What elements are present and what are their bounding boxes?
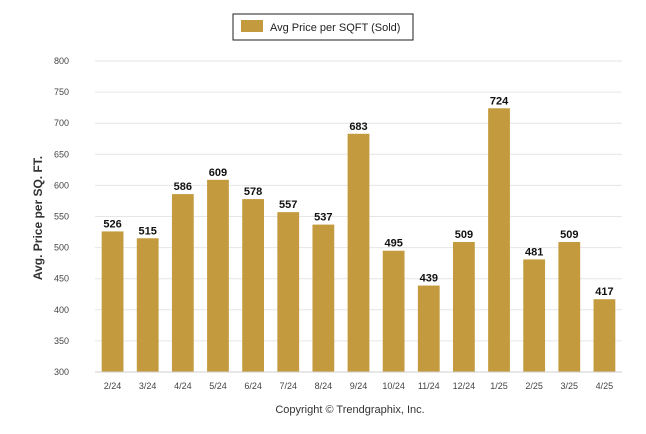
data-label: 724	[490, 95, 509, 107]
y-tick-label: 750	[54, 87, 69, 97]
x-tick-label: 4/25	[596, 381, 614, 391]
data-label: 509	[560, 229, 578, 241]
y-tick-label: 700	[54, 118, 69, 128]
x-tick-label: 10/24	[382, 381, 405, 391]
bar-2-25	[523, 259, 546, 372]
bar-9-24	[347, 133, 370, 372]
bar-7-24	[277, 212, 300, 372]
y-tick-label: 550	[54, 212, 69, 222]
bar-4-25	[593, 299, 616, 372]
data-label: 578	[244, 186, 262, 198]
x-tick-label: 2/24	[104, 381, 122, 391]
data-label: 683	[349, 121, 367, 133]
bar-8-24	[312, 224, 335, 372]
x-tick-label: 3/25	[561, 381, 579, 391]
bar-5-24	[207, 179, 229, 372]
legend-label: Avg Price per SQFT (Sold)	[270, 22, 400, 34]
copyright-footer: Copyright © Trendgraphix, Inc.	[275, 404, 424, 416]
x-tick-label: 11/24	[418, 381, 440, 391]
x-tick-label: 12/24	[453, 381, 476, 391]
x-axis-ticks: 2/24 3/24 4/24 5/24 6/24 7/24 8/24 9/24 10/24 11/…	[104, 381, 613, 391]
y-tick-label: 300	[54, 367, 69, 377]
bar-1-25	[488, 108, 510, 372]
y-axis-title: Avg. Price per SQ. FT.	[31, 156, 45, 280]
y-tick-label: 400	[54, 305, 69, 315]
data-label: 586	[174, 181, 192, 193]
y-tick-label: 600	[54, 180, 69, 190]
x-tick-label: 4/24	[174, 381, 192, 391]
y-tick-label: 350	[54, 336, 69, 346]
bar-3-25	[558, 242, 581, 372]
bars	[101, 108, 616, 372]
bar-2-24	[101, 231, 124, 372]
bar-10-24	[382, 250, 405, 372]
data-label: 417	[595, 286, 613, 298]
y-tick-label: 650	[54, 149, 69, 159]
bar-3-24	[136, 238, 159, 372]
legend: Avg Price per SQFT (Sold)	[232, 13, 414, 41]
bar-6-24	[242, 199, 264, 372]
legend-swatch	[241, 20, 263, 32]
y-tick-label: 450	[54, 274, 69, 284]
x-tick-label: 6/24	[244, 381, 262, 391]
data-label: 537	[314, 212, 332, 224]
data-label: 439	[420, 273, 438, 285]
bar-12-24	[453, 242, 475, 372]
x-tick-label: 5/24	[209, 381, 227, 391]
bar-11-24	[417, 285, 440, 372]
data-label: 515	[139, 225, 157, 237]
x-tick-label: 9/24	[350, 381, 368, 391]
y-tick-label: 800	[54, 56, 69, 66]
data-label: 557	[279, 199, 297, 211]
x-tick-label: 1/25	[490, 381, 508, 391]
data-label: 495	[384, 238, 402, 250]
x-tick-label: 3/24	[139, 381, 157, 391]
data-labels: 526 515 586 609 578 557 537 683 495 439 509 724 481 5…	[103, 95, 613, 298]
bar-4-24	[171, 194, 194, 372]
x-tick-label: 8/24	[315, 381, 333, 391]
data-label: 481	[525, 246, 543, 258]
x-tick-label: 7/24	[279, 381, 297, 391]
y-tick-label: 500	[54, 243, 69, 253]
x-tick-label: 2/25	[525, 381, 543, 391]
data-label: 509	[455, 229, 473, 241]
data-label: 526	[103, 218, 121, 230]
y-axis-ticks: 300 350 400 450 500 550 600 650 700 750 800	[54, 56, 69, 377]
data-label: 609	[209, 167, 227, 179]
